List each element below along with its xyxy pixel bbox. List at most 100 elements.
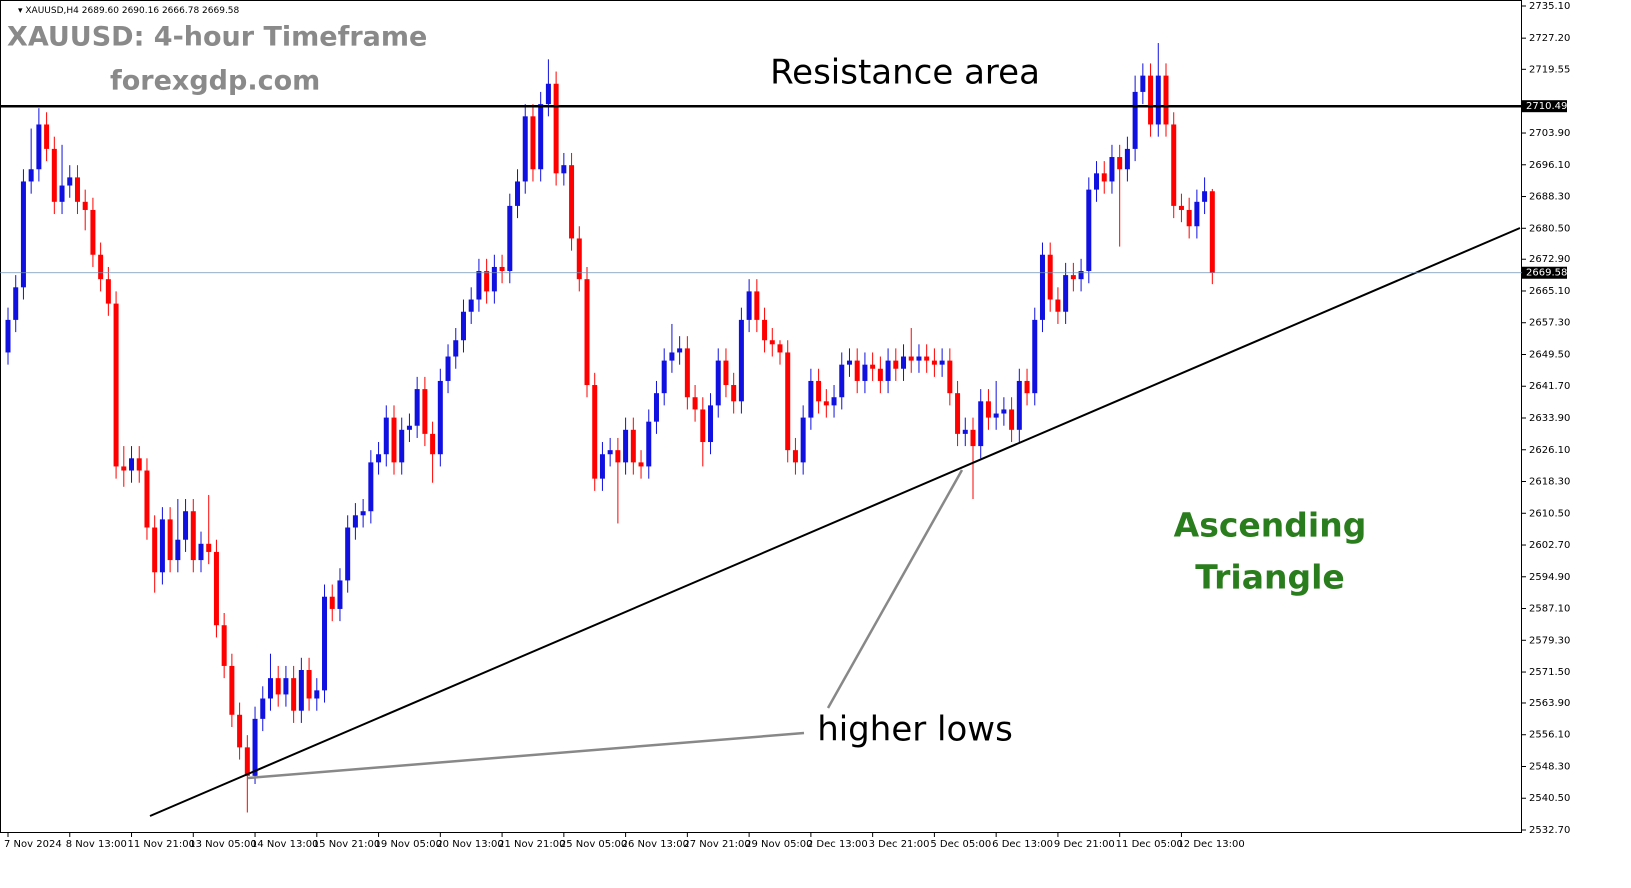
candle-body bbox=[337, 580, 343, 609]
candle-body bbox=[746, 291, 752, 320]
candle-body bbox=[1117, 157, 1123, 170]
candle-body bbox=[152, 527, 158, 573]
candle-body bbox=[901, 356, 907, 369]
y-tick-label: 2703.90 bbox=[1529, 128, 1570, 139]
candle-body bbox=[368, 462, 374, 512]
candle-body bbox=[985, 401, 991, 418]
candle-body bbox=[98, 254, 104, 280]
y-tick-label: 2548.30 bbox=[1529, 761, 1570, 772]
candle-body bbox=[893, 360, 899, 369]
candle-body bbox=[1132, 91, 1138, 149]
candle-body bbox=[939, 360, 945, 365]
pattern-label: Triangle bbox=[1195, 558, 1345, 597]
candle-body bbox=[1163, 75, 1169, 125]
price-tag-label: 2710.49 bbox=[1526, 101, 1567, 112]
candle-body bbox=[314, 690, 320, 699]
y-tick-label: 2688.30 bbox=[1529, 192, 1570, 203]
candle-body bbox=[661, 360, 667, 394]
candle-body bbox=[569, 165, 575, 239]
candle-body bbox=[1039, 254, 1045, 320]
candle-body bbox=[792, 450, 798, 463]
x-tick-label: 29 Nov 05:00 bbox=[745, 839, 812, 850]
candle-body bbox=[1148, 75, 1154, 125]
x-tick-label: 8 Nov 13:00 bbox=[66, 839, 127, 850]
candle-body bbox=[67, 177, 73, 186]
candle-body bbox=[453, 340, 459, 357]
y-tick-label: 2633.90 bbox=[1529, 413, 1570, 424]
x-tick-label: 9 Dec 21:00 bbox=[1054, 839, 1115, 850]
candle-body bbox=[1178, 205, 1184, 210]
candle-body bbox=[908, 356, 914, 361]
candle-body bbox=[322, 596, 328, 691]
x-tick-label: 7 Nov 2024 bbox=[4, 839, 62, 850]
candle-body bbox=[870, 364, 876, 369]
candle-body bbox=[584, 279, 590, 386]
candle-body bbox=[785, 352, 791, 451]
x-tick-label: 26 Nov 13:00 bbox=[622, 839, 689, 850]
candle-body bbox=[1070, 275, 1076, 280]
candle-body bbox=[491, 266, 497, 292]
candle-body bbox=[167, 519, 173, 561]
candle-body bbox=[360, 511, 366, 516]
candle-body bbox=[1063, 275, 1069, 312]
resistance-label: Resistance area bbox=[770, 53, 1040, 93]
candle-body bbox=[105, 279, 111, 304]
candle-body bbox=[538, 104, 544, 170]
candle-body bbox=[561, 165, 567, 174]
candle-body bbox=[808, 380, 814, 418]
candle-body bbox=[885, 360, 891, 381]
candle-body bbox=[20, 181, 26, 288]
candle-body bbox=[1047, 254, 1053, 300]
candle-body bbox=[499, 266, 505, 272]
x-tick-label: 21 Nov 21:00 bbox=[498, 839, 565, 850]
candle-body bbox=[1055, 299, 1061, 312]
candle-body bbox=[576, 238, 582, 280]
candle-body bbox=[1209, 191, 1215, 273]
candle-body bbox=[414, 389, 420, 426]
y-tick-label: 2719.55 bbox=[1529, 64, 1570, 75]
candle-body bbox=[545, 83, 551, 105]
candle-body bbox=[816, 380, 822, 402]
candle-body bbox=[507, 205, 513, 272]
candle-body bbox=[877, 368, 883, 381]
y-tick-label: 2696.10 bbox=[1529, 160, 1570, 171]
candle-body bbox=[1186, 209, 1192, 227]
candle-body bbox=[607, 450, 613, 455]
candle-body bbox=[198, 543, 204, 561]
candle-body bbox=[460, 311, 466, 341]
candle-body bbox=[13, 287, 19, 320]
candle-body bbox=[530, 116, 536, 170]
candle-body bbox=[244, 747, 250, 776]
x-tick-label: 27 Nov 21:00 bbox=[683, 839, 750, 850]
candle-body bbox=[1024, 380, 1030, 394]
x-tick-label: 6 Dec 13:00 bbox=[992, 839, 1053, 850]
candle-body bbox=[800, 417, 806, 463]
x-tick-label: 20 Nov 13:00 bbox=[436, 839, 503, 850]
candle-body bbox=[916, 356, 922, 361]
candle-body bbox=[5, 319, 11, 353]
candle-body bbox=[306, 670, 312, 699]
x-tick-label: 11 Dec 05:00 bbox=[1116, 839, 1183, 850]
candle-body bbox=[129, 458, 135, 471]
x-tick-label: 15 Nov 21:00 bbox=[313, 839, 380, 850]
y-tick-label: 2672.90 bbox=[1529, 254, 1570, 265]
candle-body bbox=[723, 360, 729, 386]
candle-body bbox=[522, 116, 528, 182]
candle-body bbox=[252, 718, 258, 776]
candle-body bbox=[476, 271, 482, 300]
candle-body bbox=[684, 348, 690, 398]
candle-body bbox=[291, 678, 297, 711]
candle-body bbox=[352, 515, 358, 528]
candle-body bbox=[1140, 75, 1146, 92]
candle-body bbox=[1094, 173, 1100, 190]
candle-body bbox=[28, 169, 34, 182]
candle-body bbox=[82, 201, 88, 210]
candle-body bbox=[399, 429, 405, 463]
candle-body bbox=[260, 698, 266, 719]
candle-body bbox=[484, 271, 490, 292]
candle-body bbox=[1171, 124, 1177, 206]
ohlc-value: 2689.60 bbox=[82, 6, 119, 16]
info-bar: ▾ XAUUSD,H4 2689.60 2690.16 2666.78 2669… bbox=[18, 6, 240, 16]
